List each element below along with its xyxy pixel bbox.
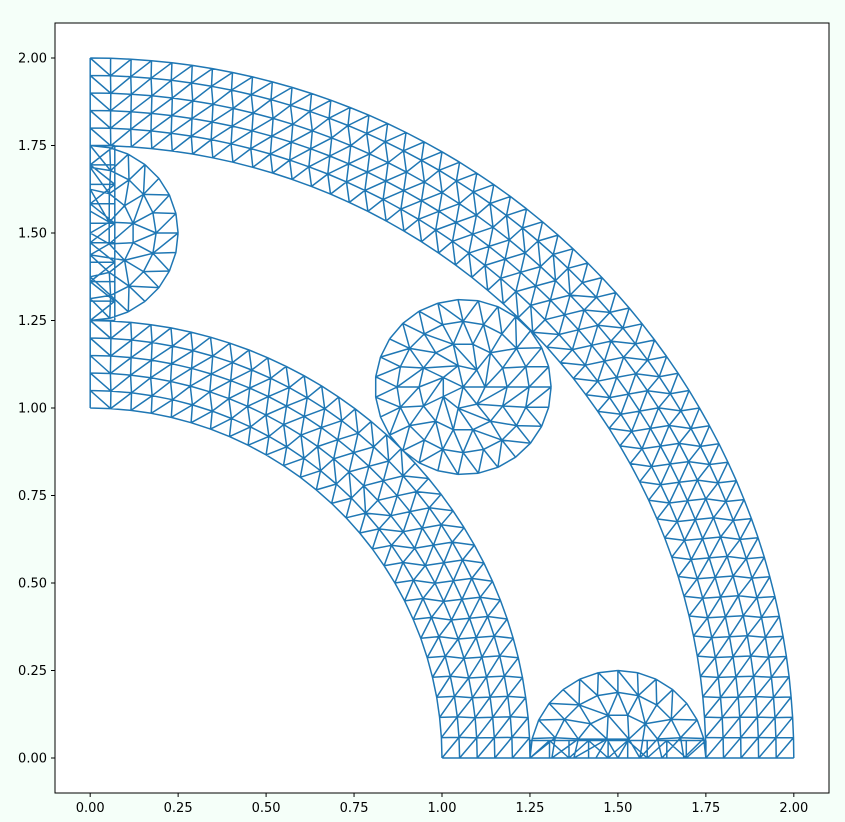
x-tick-label: 1.75	[691, 801, 720, 816]
x-tick-label: 0.50	[252, 801, 281, 816]
x-tick-label: 0.00	[76, 801, 105, 816]
x-tick-label: 1.00	[428, 801, 457, 816]
x-tick-label: 1.50	[603, 801, 632, 816]
mesh-edges	[89, 57, 795, 759]
mesh-group	[89, 57, 795, 759]
x-axis-ticks: 0.00 0.25 0.50 0.75 1.00 1.25 1.50 1.75 2.00	[76, 793, 808, 816]
x-tick-label: 2.00	[779, 801, 808, 816]
y-tick-label: 0.50	[18, 577, 47, 592]
y-tick-label: 1.50	[18, 227, 47, 242]
x-tick-label: 0.25	[164, 801, 193, 816]
x-tick-label: 1.25	[515, 801, 544, 816]
y-tick-label: 0.75	[18, 489, 47, 504]
y-tick-label: 0.00	[18, 752, 47, 767]
y-tick-label: 1.00	[18, 402, 47, 417]
y-tick-label: 1.25	[18, 314, 47, 329]
y-axis-ticks: 0.00 0.25 0.50 0.75 1.00 1.25 1.50 1.75 2.00	[18, 52, 55, 767]
y-tick-label: 2.00	[18, 52, 47, 67]
y-tick-label: 1.75	[18, 139, 47, 154]
x-tick-label: 0.75	[340, 801, 369, 816]
y-tick-label: 0.25	[18, 664, 47, 679]
